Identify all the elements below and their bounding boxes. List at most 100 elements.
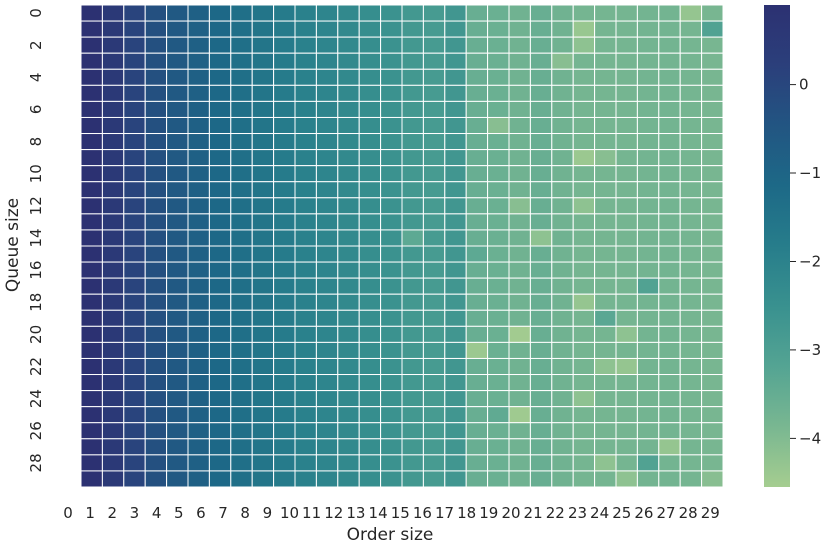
- heatmap-cell: [294, 309, 317, 327]
- heatmap-cell: [679, 181, 703, 199]
- heatmap-cell: [294, 20, 317, 38]
- x-tick-label: 3: [130, 504, 140, 522]
- colorbar-tick-label: −1: [799, 164, 821, 182]
- heatmap-cell: [273, 116, 296, 135]
- heatmap-cell: [551, 84, 574, 102]
- heatmap-cell: [315, 197, 339, 215]
- heatmap-cell: [123, 52, 146, 70]
- heatmap-cell: [701, 181, 724, 199]
- heatmap-cell: [273, 454, 296, 472]
- heatmap-cell: [294, 4, 317, 22]
- heatmap-cell: [166, 293, 189, 311]
- heatmap-cell: [444, 52, 467, 70]
- heatmap-cell: [701, 213, 724, 231]
- heatmap-cell: [144, 325, 168, 343]
- heatmap-cell: [101, 213, 125, 231]
- y-tick-label: 10: [27, 164, 45, 183]
- heatmap-cell: [487, 390, 510, 408]
- heatmap-cell: [273, 133, 296, 151]
- y-axis-label: Queue size: [3, 198, 23, 292]
- x-tick-label: 28: [679, 504, 698, 522]
- heatmap-cell: [551, 229, 574, 247]
- heatmap-cell: [636, 454, 660, 472]
- heatmap-cell: [294, 454, 317, 472]
- heatmap-cell: [529, 116, 553, 135]
- heatmap-cell: [337, 454, 360, 472]
- heatmap-cell: [401, 36, 424, 54]
- heatmap-cell: [380, 165, 403, 183]
- heatmap-cell: [101, 181, 125, 199]
- heatmap-cell: [658, 133, 681, 151]
- heatmap-cell: [380, 309, 403, 327]
- heatmap-cell: [144, 20, 168, 38]
- heatmap-cell: [422, 52, 446, 70]
- heatmap-cell: [679, 470, 703, 488]
- heatmap-cell: [465, 149, 489, 167]
- heatmap-cell: [123, 68, 146, 86]
- heatmap-cell: [572, 277, 596, 295]
- heatmap-cell: [636, 374, 660, 392]
- heatmap-cell: [337, 293, 360, 311]
- heatmap-cell: [380, 52, 403, 70]
- heatmap-cell: [187, 181, 210, 199]
- heatmap-cell: [615, 20, 638, 38]
- heatmap-cell: [187, 293, 210, 311]
- heatmap-cell: [166, 438, 189, 456]
- heatmap-cell: [444, 454, 467, 472]
- heatmap-cell: [615, 309, 638, 327]
- heatmap-cell: [294, 470, 317, 488]
- heatmap-cell: [273, 245, 296, 263]
- heatmap-cell: [187, 374, 210, 392]
- heatmap-cell: [358, 470, 382, 488]
- heatmap-cell: [230, 454, 253, 472]
- heatmap-cell: [380, 213, 403, 231]
- heatmap-cell: [508, 422, 531, 440]
- heatmap-cell: [101, 406, 125, 424]
- heatmap-cell: [273, 438, 296, 456]
- x-tick-label: 20: [501, 504, 520, 522]
- heatmap-cell: [658, 245, 681, 263]
- heatmap-cell: [701, 325, 724, 343]
- heatmap-cell: [444, 116, 467, 135]
- x-tick-label: 12: [324, 504, 343, 522]
- heatmap-cell: [465, 68, 489, 86]
- heatmap-cell: [401, 325, 424, 343]
- x-tick-label: 10: [280, 504, 299, 522]
- heatmap-cell: [401, 341, 424, 359]
- heatmap-cell: [551, 325, 574, 343]
- heatmap-cell: [615, 422, 638, 440]
- heatmap-cell: [594, 341, 617, 359]
- heatmap-cell: [251, 390, 275, 408]
- heatmap-cell: [465, 100, 489, 118]
- heatmap-cell: [508, 374, 531, 392]
- heatmap-cell: [273, 213, 296, 231]
- heatmap-cell: [166, 454, 189, 472]
- heatmap-cell: [551, 36, 574, 54]
- heatmap-cell: [315, 341, 339, 359]
- heatmap-cell: [551, 438, 574, 456]
- heatmap-cell: [444, 325, 467, 343]
- heatmap-cell: [123, 293, 146, 311]
- heatmap-cell: [422, 438, 446, 456]
- heatmap-cell: [701, 100, 724, 118]
- heatmap-cell: [658, 149, 681, 167]
- heatmap-cell: [80, 52, 103, 70]
- heatmap-cell: [444, 390, 467, 408]
- heatmap-cell: [144, 181, 168, 199]
- heatmap-cell: [166, 116, 189, 135]
- heatmap-cell: [358, 197, 382, 215]
- heatmap-cell: [658, 52, 681, 70]
- heatmap-cell: [187, 470, 210, 488]
- heatmap-cell: [358, 438, 382, 456]
- heatmap-cell: [144, 470, 168, 488]
- heatmap-cell: [551, 197, 574, 215]
- x-tick-label: 18: [457, 504, 476, 522]
- heatmap-cell: [679, 116, 703, 135]
- heatmap-cell: [679, 390, 703, 408]
- heatmap-cell: [551, 213, 574, 231]
- heatmap-cell: [594, 438, 617, 456]
- heatmap-cell: [658, 181, 681, 199]
- heatmap-cell: [187, 68, 210, 86]
- heatmap-cell: [123, 325, 146, 343]
- heatmap-cell: [615, 197, 638, 215]
